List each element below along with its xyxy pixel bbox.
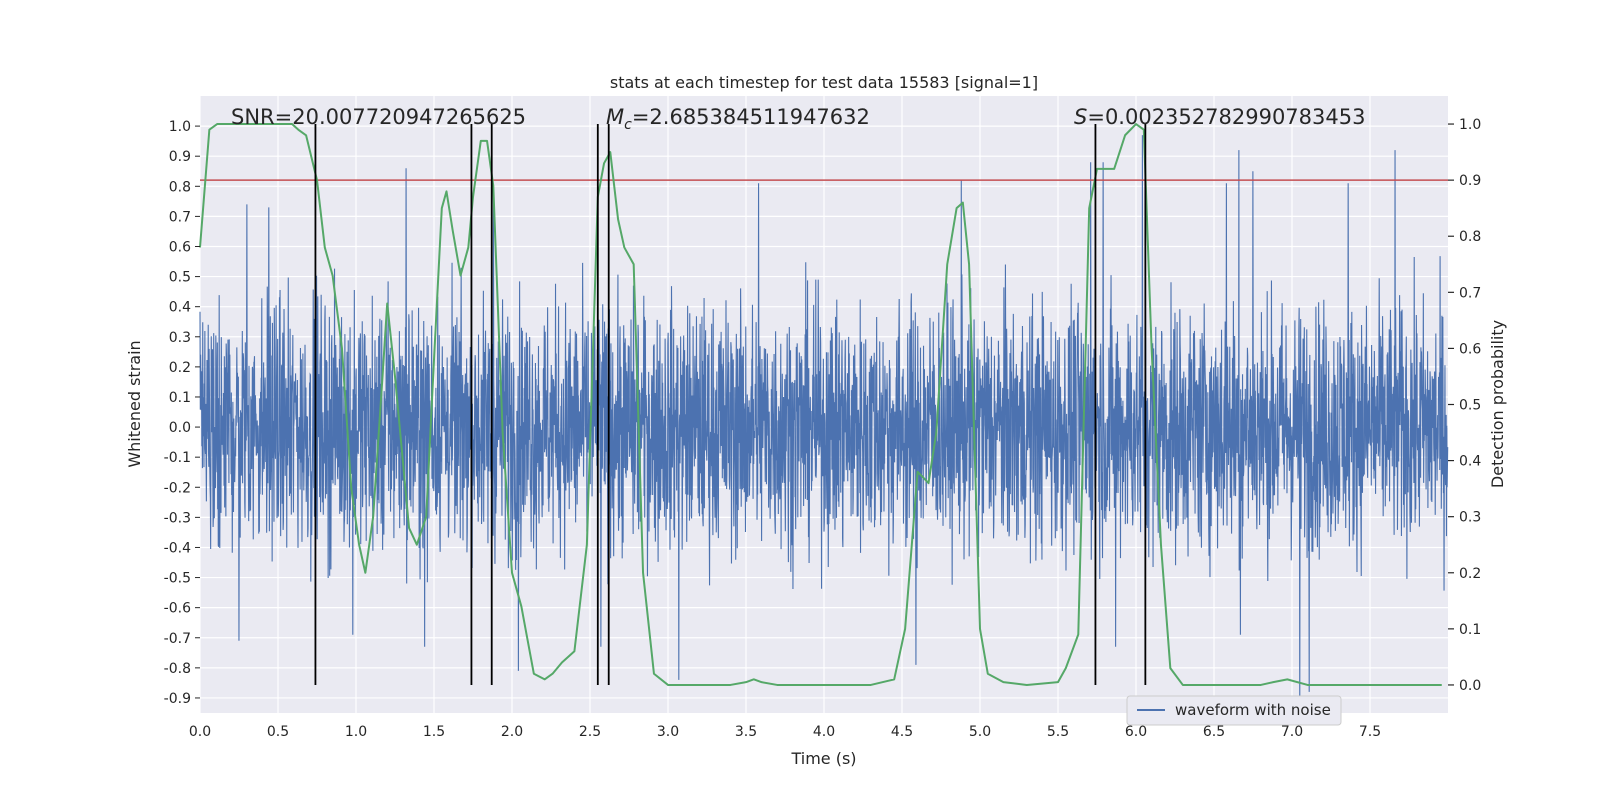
s-annotation: S=0.002352782990783453: [1074, 105, 1365, 129]
y-right-tick-label: 0.6: [1459, 341, 1481, 357]
y-right-tick-label: 0.9: [1459, 173, 1481, 189]
y-right-tick-label: 0.7: [1459, 285, 1481, 301]
y-right-tick-label: 0.1: [1459, 622, 1481, 638]
y-right-tick-label: 0.2: [1459, 566, 1481, 582]
x-tick-label: 5.5: [1047, 724, 1069, 740]
y-left-tick-label: 1.0: [169, 119, 191, 135]
y-left-axis-label: Whitened strain: [125, 340, 144, 467]
legend-label: waveform with noise: [1175, 701, 1331, 719]
y-left-tick-label: -0.2: [164, 480, 191, 496]
x-tick-label: 2.5: [579, 724, 601, 740]
y-left-tick-labels: 1.0 0.9 0.8 0.7 0.6 0.5 0.4 0.3 0.2 0.1 0.0 -0.1 -0.…: [164, 119, 200, 707]
noise-trace: [199, 135, 1449, 717]
y-left-tick-label: 0.0: [169, 420, 191, 436]
x-tick-label: 5.0: [969, 724, 991, 740]
y-right-tick-label: 0.5: [1459, 398, 1481, 414]
y-left-tick-label: -0.7: [164, 631, 191, 647]
mc-annotation: Mc=2.685384511947632: [606, 105, 870, 133]
x-tick-label: 0.0: [189, 724, 211, 740]
y-left-tick-label: 0.4: [169, 300, 191, 316]
y-left-tick-label: 0.1: [169, 390, 191, 406]
s-value: =0.002352782990783453: [1087, 105, 1365, 129]
snr-annotation: SNR=20.007720947265625: [231, 105, 526, 129]
x-tick-label: 7.0: [1281, 724, 1303, 740]
x-tick-label: 7.5: [1359, 724, 1381, 740]
y-left-tick-label: -0.4: [164, 540, 191, 556]
mc-subscript: c: [624, 117, 632, 133]
s-symbol: S: [1074, 105, 1087, 129]
y-left-tick-label: 0.2: [169, 360, 191, 376]
y-left-tick-label: 0.8: [169, 179, 191, 195]
x-tick-label: 3.5: [735, 724, 757, 740]
noise-series: [199, 135, 1449, 717]
x-tick-labels: 0.0 0.5 1.0 1.5 2.0 2.5 3.0 3.5 4.0 4.5 5.0 5.5 6.0 6…: [189, 724, 1381, 740]
x-tick-label: 1.5: [423, 724, 445, 740]
y-right-tick-label: 0.8: [1459, 229, 1481, 245]
y-left-tick-label: -0.6: [164, 601, 191, 617]
y-left-tick-label: 0.5: [169, 270, 191, 286]
y-left-tick-label: 0.9: [169, 149, 191, 165]
x-tick-label: 6.0: [1125, 724, 1147, 740]
y-right-axis-label: Detection probability: [1488, 320, 1507, 488]
mc-value: =2.685384511947632: [632, 105, 870, 129]
x-tick-label: 2.0: [501, 724, 523, 740]
y-left-tick-label: 0.6: [169, 239, 191, 255]
x-tick-label: 1.0: [345, 724, 367, 740]
x-tick-label: 0.5: [267, 724, 289, 740]
y-right-tick-label: 1.0: [1459, 117, 1481, 133]
y-left-tick-label: -0.1: [164, 450, 191, 466]
y-right-tick-labels: 1.0 0.9 0.8 0.7 0.6 0.5 0.4 0.3 0.2 0.1 0.0: [1448, 117, 1481, 694]
y-right-tick-label: 0.0: [1459, 678, 1481, 694]
y-left-tick-label: -0.5: [164, 571, 191, 587]
mc-symbol: M: [606, 105, 624, 129]
x-tick-label: 4.5: [891, 724, 913, 740]
event-lines: [314, 124, 1147, 685]
x-axis-label: Time (s): [790, 749, 856, 768]
x-tick-label: 3.0: [657, 724, 679, 740]
y-left-tick-label: -0.3: [164, 510, 191, 526]
probability-series: [199, 123, 1442, 686]
x-tick-label: 4.0: [813, 724, 835, 740]
y-left-tick-label: -0.8: [164, 661, 191, 677]
y-left-tick-label: -0.9: [164, 691, 191, 707]
probability-line: [199, 123, 1442, 686]
x-tick-label: 6.5: [1203, 724, 1225, 740]
y-left-tick-label: 0.3: [169, 330, 191, 346]
y-left-tick-label: 0.7: [169, 209, 191, 225]
legend: waveform with noise: [1126, 695, 1342, 726]
legend-box: [1126, 695, 1342, 726]
chart-title: stats at each timestep for test data 155…: [610, 73, 1038, 92]
y-right-tick-label: 0.4: [1459, 454, 1481, 470]
y-right-tick-label: 0.3: [1459, 510, 1481, 526]
